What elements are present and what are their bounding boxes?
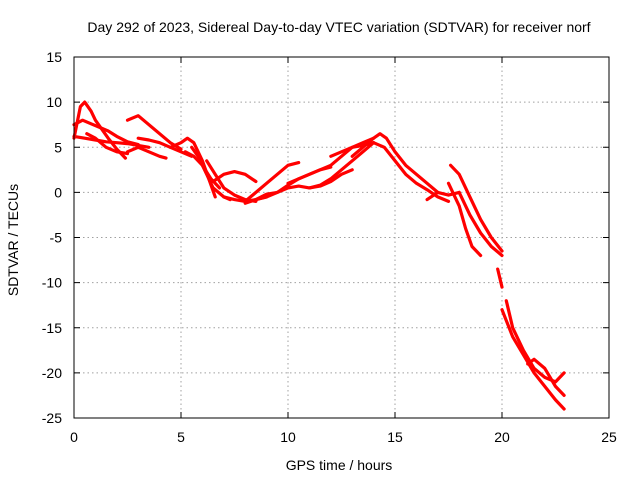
grid xyxy=(74,57,609,418)
series-line-arc-f xyxy=(136,136,194,158)
x-tick-label: 15 xyxy=(387,429,403,445)
x-axis-title: GPS time / hours xyxy=(286,457,393,473)
series-line-arc-y xyxy=(457,190,504,258)
y-tick-label: 15 xyxy=(46,49,62,65)
y-tick-label: 0 xyxy=(54,184,62,200)
series-line-arc-n xyxy=(243,161,301,203)
y-tick-label: 10 xyxy=(46,94,62,110)
series-line-arc-d xyxy=(85,132,130,156)
series-line-arc-aa xyxy=(504,299,566,384)
series-line-arc-l xyxy=(211,170,258,184)
series-line-arc-t xyxy=(350,132,440,194)
series-line-arc-w xyxy=(449,163,504,253)
y-tick-label: -5 xyxy=(50,230,63,246)
series-line-arc-p xyxy=(243,168,354,205)
series-line-arc-q xyxy=(286,136,376,185)
x-axis: 0 5 10 15 20 25 xyxy=(70,57,617,445)
plot-area xyxy=(72,100,566,411)
y-tick-label: -15 xyxy=(42,320,62,336)
series-line-arc-ab xyxy=(500,308,566,411)
x-tick-label: 25 xyxy=(601,429,617,445)
series-line-arc-c xyxy=(72,134,151,149)
y-tick-label: -20 xyxy=(42,365,62,381)
series-line-arc-u xyxy=(372,141,451,203)
series-line-arc-b xyxy=(72,118,140,147)
y-tick-label: -25 xyxy=(42,410,62,426)
y-axis: 15 10 5 0 -5 -10 -15 -20 -25 xyxy=(42,49,609,426)
series-line-arc-r xyxy=(307,141,376,190)
series-line-arc-g xyxy=(125,145,168,160)
series-line-arc-x xyxy=(446,181,483,258)
x-tick-label: 10 xyxy=(280,429,296,445)
series-group xyxy=(72,100,566,411)
series-line-arc-z xyxy=(496,267,504,289)
series-line-arc-e xyxy=(125,114,183,151)
y-axis-title: SDTVAR / TECUs xyxy=(5,184,21,296)
series-line-arc-a xyxy=(72,100,128,160)
chart-title: Day 292 of 2023, Sidereal Day-to-day VTE… xyxy=(87,19,590,35)
x-tick-label: 0 xyxy=(70,429,78,445)
series-line-arc-ac xyxy=(526,357,566,397)
y-tick-label: -10 xyxy=(42,275,62,291)
x-tick-label: 20 xyxy=(494,429,510,445)
x-tick-label: 5 xyxy=(177,429,185,445)
y-tick-label: 5 xyxy=(54,139,62,155)
